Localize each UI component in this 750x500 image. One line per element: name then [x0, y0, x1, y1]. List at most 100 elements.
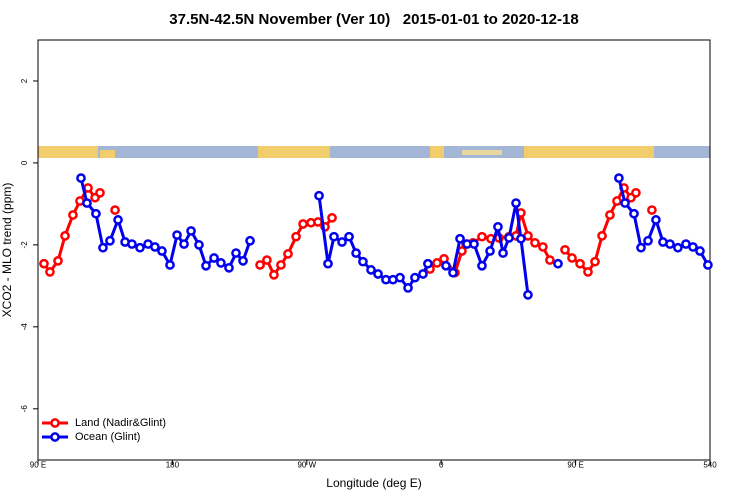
data-point: [179, 239, 189, 249]
data-point: [327, 212, 337, 223]
data-point: [567, 253, 577, 263]
data-point: [530, 237, 540, 248]
data-point: [262, 255, 272, 265]
data-point: [366, 265, 376, 275]
x-tick-label: 90 E: [567, 461, 583, 470]
data-point: [477, 231, 487, 242]
y-tick-label: -2: [20, 241, 29, 249]
data-point: [45, 267, 55, 277]
data-point: [231, 248, 241, 258]
data-point: [410, 272, 420, 283]
data-point: [560, 244, 570, 255]
x-tick-label: 90 W: [297, 461, 316, 470]
data-point: [651, 215, 661, 225]
data-point: [245, 235, 255, 246]
x-tick-label: 540: [703, 461, 717, 470]
legend-label: Ocean (Glint): [75, 431, 140, 443]
data-point: [358, 256, 368, 267]
x-axis-label: Longitude (deg E): [326, 476, 421, 490]
data-point: [575, 258, 585, 269]
data-point: [432, 258, 442, 268]
data-point: [337, 237, 347, 247]
data-point: [91, 208, 101, 219]
data-point: [504, 233, 514, 243]
data-point: [485, 246, 495, 256]
data-point: [612, 196, 622, 206]
data-point: [688, 242, 698, 252]
data-point: [614, 173, 624, 183]
data-point: [255, 260, 265, 270]
x-tick-label: 0: [439, 461, 444, 470]
data-point: [82, 198, 92, 208]
data-point: [60, 231, 70, 241]
data-point: [186, 226, 196, 236]
data-point: [469, 239, 479, 249]
legend-marker: [50, 418, 60, 428]
y-axis-label: XCO2 - MLO trend (ppm): [0, 183, 14, 318]
data-point: [105, 235, 115, 246]
data-point: [224, 262, 234, 273]
data-point: [201, 260, 211, 271]
data-point: [98, 242, 108, 253]
plot-frame: [37, 39, 711, 461]
data-point: [83, 183, 93, 193]
data-point: [291, 231, 301, 242]
data-point: [209, 253, 219, 263]
data-point: [418, 269, 428, 279]
data-point: [590, 256, 600, 267]
data-point: [553, 258, 563, 269]
data-point: [631, 187, 641, 198]
data-point: [314, 190, 324, 201]
data-point: [313, 217, 323, 227]
data-point: [157, 246, 167, 256]
data-point: [423, 258, 433, 269]
data-point: [113, 215, 123, 225]
data-point: [455, 233, 465, 244]
data-point: [150, 242, 160, 252]
data-point: [194, 240, 204, 250]
x-tick-label: 180: [166, 461, 180, 470]
data-point: [511, 198, 521, 208]
map-strip: [38, 146, 710, 158]
x-tick-label: 90 E: [30, 461, 46, 470]
data-point: [493, 221, 503, 232]
data-point: [620, 198, 630, 208]
data-point: [276, 260, 286, 270]
data-point: [135, 242, 145, 253]
data-point: [53, 256, 63, 266]
data-point: [344, 231, 354, 242]
data-point: [629, 208, 639, 219]
data-point: [448, 267, 458, 278]
chart-title: 37.5N-42.5N November (Ver 10) 2015-01-01…: [169, 11, 578, 28]
y-tick-label: 2: [20, 78, 29, 83]
y-tick-label: -6: [20, 405, 29, 413]
data-point: [172, 230, 182, 240]
data-point: [665, 239, 675, 249]
data-point: [538, 242, 548, 252]
data-point: [498, 248, 508, 258]
data-point: [298, 219, 308, 229]
data-point: [523, 290, 533, 300]
legend-marker: [50, 432, 60, 442]
data-point: [95, 187, 105, 198]
data-point: [583, 267, 593, 277]
data-point: [395, 272, 405, 283]
data-point: [477, 260, 487, 271]
data-point: [605, 210, 615, 220]
data-point: [441, 260, 451, 271]
data-point: [597, 231, 607, 241]
data-point: [351, 248, 361, 258]
data-point: [636, 242, 646, 253]
legend-label: Land (Nadir&Glint): [75, 417, 166, 429]
data-point: [238, 256, 248, 266]
data-point: [269, 269, 279, 280]
data-point: [39, 258, 49, 269]
data-point: [165, 260, 175, 270]
data-point: [373, 269, 383, 279]
data-point: [110, 205, 120, 215]
y-tick-label: -4: [20, 323, 29, 331]
data-point: [127, 239, 137, 249]
data-point: [647, 205, 657, 215]
data-point: [643, 235, 653, 246]
data-point: [76, 173, 86, 183]
